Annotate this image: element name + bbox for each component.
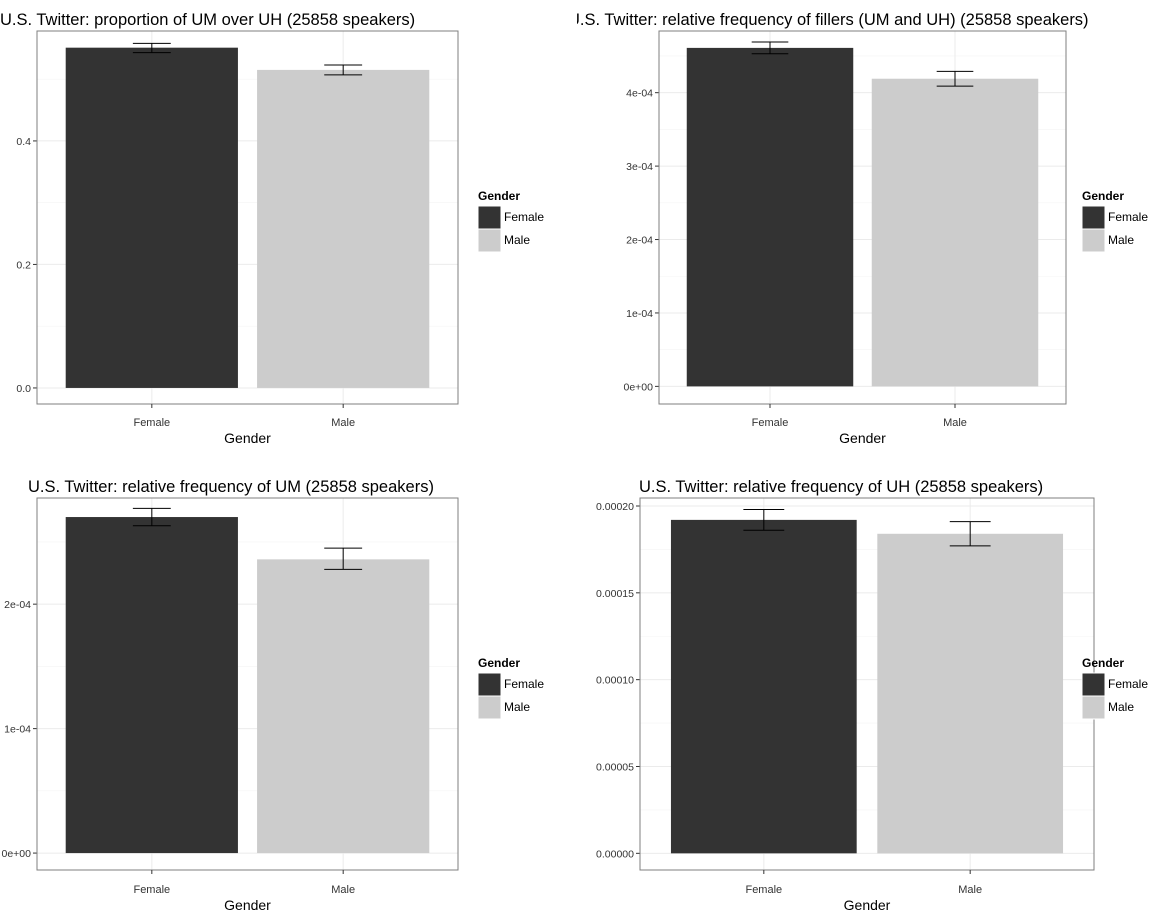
y-tick-label: 0.00000 — [596, 848, 634, 860]
chart-panel-1: U.S. Twitter: proportion of UM over UH (… — [0, 11, 544, 446]
y-tick-label: 4e-04 — [626, 88, 653, 100]
chart-title: U.S. Twitter: relative frequency of UM (… — [28, 478, 434, 496]
legend-swatch-female — [1081, 672, 1106, 697]
legend-title: Gender — [1082, 656, 1124, 670]
y-tick-label: 0.00015 — [596, 588, 634, 600]
y-tick-label: 1e-04 — [626, 308, 653, 320]
legend-title: Gender — [1082, 189, 1124, 203]
legend-label-female: Female — [504, 210, 544, 224]
legend-swatch-female — [1081, 205, 1106, 230]
x-tick-label: Male — [958, 884, 982, 896]
bar-female — [670, 519, 857, 854]
y-tick-label: 0.00005 — [596, 761, 634, 773]
plot-border — [36, 30, 459, 405]
legend-label-female: Female — [504, 677, 544, 691]
x-tick-label: Female — [133, 884, 170, 896]
bar-male — [877, 533, 1064, 854]
x-tick-label: Female — [745, 884, 782, 896]
bar-female — [65, 47, 238, 388]
x-tick-label: Male — [331, 417, 355, 429]
x-axis-label: Gender — [844, 897, 891, 913]
bar-female — [686, 47, 854, 387]
legend-title: Gender — [478, 656, 520, 670]
y-tick-label: 0.0 — [16, 383, 31, 395]
y-tick-label: 3e-04 — [626, 161, 653, 173]
chart-panel-3: U.S. Twitter: relative frequency of UM (… — [2, 478, 545, 913]
y-tick-label: 0.2 — [16, 259, 31, 271]
y-tick-label: 0.00010 — [596, 675, 634, 687]
x-tick-label: Male — [331, 884, 355, 896]
legend-swatch-female — [477, 205, 502, 230]
legend-swatch-male — [477, 228, 502, 253]
legend-label-male: Male — [504, 700, 530, 714]
y-tick-label: 1e-04 — [4, 724, 31, 736]
x-axis-label: Gender — [224, 430, 271, 446]
bar-male — [871, 78, 1039, 387]
legend-swatch-female — [477, 672, 502, 697]
y-tick-label: 0.00020 — [596, 501, 634, 513]
x-tick-label: Male — [943, 417, 967, 429]
legend-swatch-male — [477, 695, 502, 720]
x-tick-label: Female — [133, 417, 170, 429]
x-axis-label: Gender — [839, 430, 886, 446]
x-tick-label: Female — [752, 417, 789, 429]
chart-panel-2: U.S. Twitter: relative frequency of fill… — [577, 11, 1148, 446]
bar-female — [65, 517, 238, 854]
chart-panel-4: U.S. Twitter: relative frequency of UH (… — [596, 478, 1148, 913]
y-tick-label: 0.4 — [16, 136, 31, 148]
bar-male — [257, 69, 430, 388]
legend-label-male: Male — [1108, 700, 1134, 714]
y-tick-label: 0e+00 — [2, 848, 32, 860]
chart-title: U.S. Twitter: relative frequency of fill… — [577, 11, 1089, 29]
chart-title: U.S. Twitter: relative frequency of UH (… — [639, 478, 1043, 496]
legend-label-female: Female — [1108, 210, 1148, 224]
y-tick-label: 2e-04 — [626, 235, 653, 247]
plot-border — [36, 497, 459, 871]
legend-label-male: Male — [1108, 233, 1134, 247]
plot-border — [658, 30, 1067, 405]
y-tick-label: 2e-04 — [4, 599, 31, 611]
x-axis-label: Gender — [224, 897, 271, 913]
legend-label-male: Male — [504, 233, 530, 247]
bar-male — [257, 559, 430, 854]
legend-label-female: Female — [1108, 677, 1148, 691]
legend-title: Gender — [478, 189, 520, 203]
chart-title: U.S. Twitter: proportion of UM over UH (… — [0, 11, 415, 29]
y-tick-label: 0e+00 — [624, 381, 654, 393]
legend-swatch-male — [1081, 695, 1106, 720]
legend-swatch-male — [1081, 228, 1106, 253]
